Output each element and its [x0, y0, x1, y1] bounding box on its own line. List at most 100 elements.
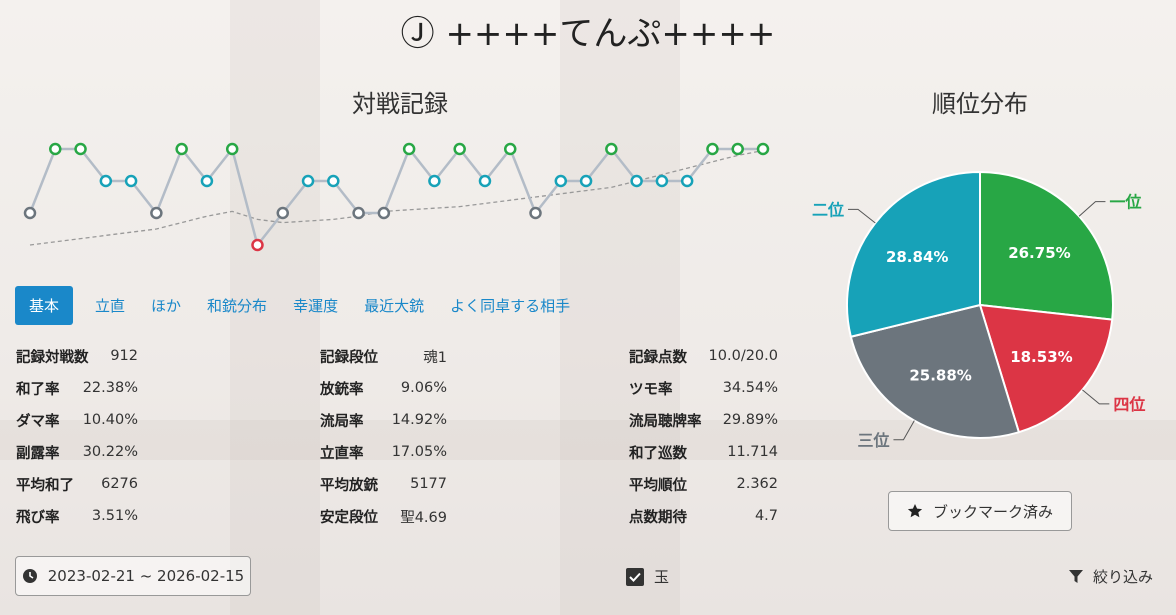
stat-row: 記録点数 10.0/20.0: [629, 340, 778, 372]
section-title: 順位分布: [932, 90, 1028, 118]
slice-value: 25.88%: [909, 366, 971, 384]
stat-label: 和了率: [16, 381, 60, 398]
stat-label: 平均順位: [629, 477, 687, 494]
stat-label: 平均放銃: [320, 477, 378, 494]
stat-label: 飛び率: [16, 509, 60, 526]
rank-point: [251, 238, 264, 252]
star-icon: [907, 504, 923, 518]
stat-label: 記録対戦数: [16, 349, 89, 366]
date-range-button[interactable]: 2023-02-21 ~ 2026-02-15: [15, 556, 251, 596]
stat-label: ダマ率: [16, 413, 60, 430]
stat-label: 副露率: [16, 445, 60, 462]
stat-value: 4.7: [754, 508, 778, 524]
tab[interactable]: 最近大銃: [364, 297, 425, 315]
rank-point: [150, 206, 163, 220]
stat-value: 5177: [410, 476, 447, 492]
stat-value: 11.714: [727, 444, 778, 460]
stat-row: 流局率 14.92%: [320, 404, 447, 436]
slice-value: 28.84%: [886, 248, 948, 266]
checkbox[interactable]: 玉: [626, 566, 669, 587]
stat-row: 平均順位 2.362: [629, 468, 778, 500]
rank-point: [655, 174, 669, 188]
rank-point: [756, 142, 770, 156]
stat-value: 22.38%: [82, 380, 138, 396]
rank-point: [352, 206, 365, 220]
tab[interactable]: 立直: [95, 297, 126, 315]
stat-row: ツモ率 34.54%: [629, 372, 778, 404]
stat-row: 流局聴牌率 29.89%: [629, 404, 778, 436]
label-leader: [1078, 201, 1106, 217]
stat-value: 3.51%: [91, 508, 138, 524]
slice-value: 26.75%: [1008, 244, 1070, 262]
rank-point: [200, 174, 214, 188]
clock-icon: [22, 569, 37, 583]
rank-point: [630, 174, 643, 188]
stat-value: 聖4.69: [400, 509, 447, 526]
rank-point: [327, 174, 340, 188]
stat-row: 立直率 17.05%: [320, 436, 447, 468]
stat-value: 10.0/20.0: [708, 348, 778, 364]
tab[interactable]: 基本: [15, 286, 74, 325]
rank-point: [478, 174, 492, 188]
stat-row: 副露率 30.22%: [16, 436, 138, 468]
tab[interactable]: ほか: [151, 297, 182, 315]
stat-value: 29.89%: [722, 412, 778, 428]
label-leader: [1082, 389, 1110, 405]
stat-value: 6276: [101, 476, 138, 492]
stat-label: 立直率: [320, 445, 364, 462]
tab[interactable]: よく同卓する相手: [450, 297, 571, 315]
rank-point: [428, 174, 441, 188]
rank-point: [605, 142, 618, 156]
rank-point: [503, 142, 517, 156]
rank-point: [99, 174, 113, 188]
stat-label: 流局率: [320, 413, 364, 430]
rank-point: [402, 142, 416, 156]
rank-line: [28, 146, 763, 248]
rank-point: [49, 142, 62, 156]
bookmark-label: ブックマーク済み: [932, 502, 1053, 521]
stats-column: 記録点数 10.0/20.0 ツモ率 34.54% 流局聴牌率 29.89% 和了巡数 11.…: [629, 340, 778, 532]
stat-value: 10.40%: [82, 412, 138, 428]
stat-label: 安定段位: [320, 509, 378, 526]
stat-label: 記録段位: [320, 349, 378, 366]
rank-point: [124, 174, 138, 188]
stat-value: 17.05%: [391, 444, 447, 460]
section-title: 対戦記録: [352, 90, 448, 118]
stat-row: 記録対戦数 912: [16, 340, 138, 372]
filter-button[interactable]: 絞り込み: [1069, 566, 1153, 587]
trend-line: [29, 149, 764, 246]
stat-label: 点数期待: [629, 509, 687, 526]
stat-row: 安定段位 聖4.69: [320, 500, 447, 532]
rank-point: [175, 142, 188, 156]
tab-bar: 基本 立直 ほか 和銃分布 幸運度 最近大銃 よく同卓する相手: [15, 286, 584, 325]
rank-point: [225, 142, 239, 156]
stat-row: 平均放銃 5177: [320, 468, 447, 500]
stat-row: 和了率 22.38%: [16, 372, 138, 404]
stat-label: 記録点数: [629, 349, 687, 366]
stat-row: 点数期待 4.7: [629, 500, 778, 532]
tab[interactable]: 幸運度: [293, 297, 339, 315]
tab[interactable]: 和銃分布: [207, 297, 268, 315]
bg-shape: [560, 0, 680, 615]
bookmark-button[interactable]: ブックマーク済み: [888, 491, 1072, 531]
checkbox-box: [626, 567, 644, 586]
stat-row: 飛び率 3.51%: [16, 500, 138, 532]
slice-label: 四位: [1113, 395, 1145, 414]
rank-point: [276, 206, 290, 220]
pie-slice: [978, 303, 1114, 434]
rank-point: [74, 142, 87, 156]
checkbox-label: 玉: [654, 568, 670, 586]
slice-label: 三位: [857, 431, 889, 450]
slice-value: 18.53%: [1010, 348, 1072, 366]
stat-label: 平均和了: [16, 477, 74, 494]
rank-point: [554, 174, 568, 188]
stat-row: 放銃率 9.06%: [320, 372, 447, 404]
rank-point: [680, 174, 694, 188]
rank-point: [301, 174, 315, 188]
stats-column: 記録段位 魂1 放銃率 9.06% 流局率 14.92% 立直率 17.05% 平均放銃 5177…: [320, 340, 447, 532]
rank-point: [706, 142, 719, 156]
rank-point: [453, 142, 466, 156]
bg-shape: [230, 0, 320, 615]
